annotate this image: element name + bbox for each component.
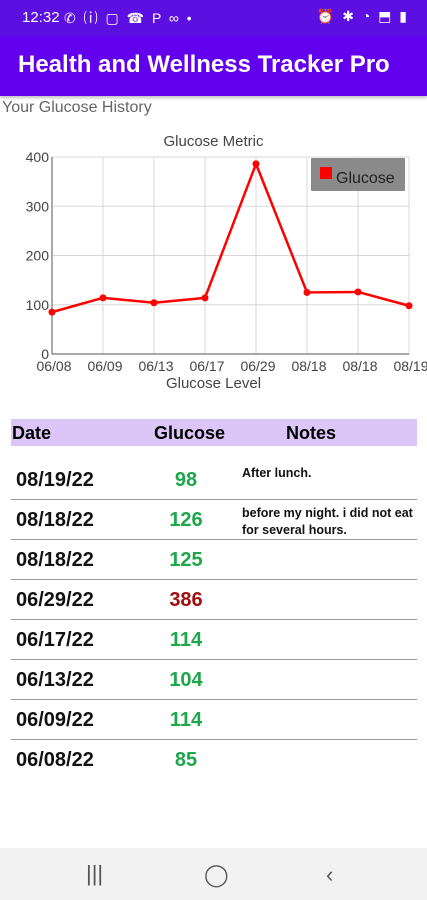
row-notes: before my night. i did not eat for sever… [242, 506, 413, 537]
data-point [405, 302, 413, 310]
column-header-notes: Notes [286, 423, 337, 443]
table-row[interactable]: 08/19/22 98 After lunch. [11, 460, 417, 500]
x-tick-label: 08/19 [393, 358, 427, 374]
system-status-icons: ⏰ ✱ ◔ ⬒ ▮ [316, 8, 409, 24]
x-axis-label: Glucose Level [166, 375, 261, 392]
row-date: 06/13/22 [16, 669, 94, 691]
y-tick-label: 400 [26, 149, 50, 165]
row-glucose-value: 98 [174, 469, 198, 491]
legend-swatch [320, 167, 332, 179]
table-row[interactable]: 06/17/22 114 [11, 620, 417, 660]
row-glucose-value: 125 [169, 549, 203, 571]
y-tick-label: 0 [41, 346, 49, 362]
app-bar: Health and Wellness Tracker Pro [0, 36, 427, 96]
x-tick-label: 06/08 [36, 358, 71, 374]
row-glucose-value: 114 [169, 709, 203, 731]
row-glucose-value: 386 [169, 589, 203, 611]
x-tick-label: 06/09 [87, 358, 122, 374]
x-tick-label: 06/17 [189, 358, 224, 374]
table-row[interactable]: 06/08/22 85 [11, 740, 417, 780]
row-glucose-value: 114 [169, 629, 203, 651]
app-title: Health and Wellness Tracker Pro [18, 51, 390, 78]
status-bar: 12:32 ✆ ⒤ ▢ ☎ P ∞ • ⏰ ✱ ◔ ⬒ ▮ [0, 0, 427, 36]
data-point [252, 160, 260, 168]
table-header: Date Glucose Notes [11, 419, 417, 446]
table-row[interactable]: 06/29/22 386 [11, 580, 417, 620]
row-glucose-value: 104 [169, 669, 203, 691]
page-subtitle: Your Glucose History [2, 99, 152, 116]
row-date: 06/09/22 [16, 709, 94, 731]
status-time: 12:32 [22, 9, 60, 26]
recents-icon[interactable]: ||| [86, 861, 104, 886]
data-point [303, 288, 311, 296]
legend-box [311, 158, 405, 191]
column-header-glucose: Glucose [154, 423, 226, 443]
row-glucose-value: 126 [169, 509, 203, 531]
data-point [201, 294, 209, 302]
data-point [150, 299, 158, 307]
row-notes: After lunch. [242, 466, 312, 480]
notification-icons: ✆ ⒤ ▢ ☎ P ∞ • [64, 10, 194, 26]
series-line-glucose [51, 162, 410, 314]
row-date: 08/18/22 [16, 549, 94, 571]
home-icon[interactable]: ◯ [204, 862, 229, 887]
x-tick-label: 08/18 [291, 358, 326, 374]
data-point [48, 308, 56, 316]
table-row[interactable]: 06/13/22 104 [11, 660, 417, 700]
data-point [99, 294, 107, 302]
row-glucose-value: 85 [174, 749, 198, 771]
row-date: 06/29/22 [16, 589, 94, 611]
table-row[interactable]: 08/18/22 125 [11, 540, 417, 580]
row-date: 06/08/22 [16, 749, 94, 771]
y-tick-label: 200 [26, 248, 50, 264]
table-row[interactable]: 08/18/22 126 before my night. i did not ea… [11, 500, 417, 540]
y-tick-label: 300 [26, 198, 50, 214]
row-date: 08/18/22 [16, 509, 94, 531]
data-point [354, 288, 362, 296]
row-date: 06/17/22 [16, 629, 94, 651]
table-row[interactable]: 06/09/22 114 [11, 700, 417, 740]
row-date: 08/19/22 [16, 469, 94, 491]
column-header-date: Date [12, 423, 52, 443]
y-tick-label: 100 [26, 297, 50, 313]
system-nav-bar: ||| ◯ ‹ [0, 848, 427, 900]
x-tick-label: 08/18 [342, 358, 377, 374]
x-tick-label: 06/13 [138, 358, 173, 374]
x-tick-label: 06/29 [240, 358, 275, 374]
legend-label: Glucose [336, 170, 395, 187]
glucose-chart: 0 100 200 300 400 06/08 06/09 06/13 06/17 06/29 08… [26, 133, 427, 392]
chart-title: Glucose Metric [163, 133, 264, 150]
back-icon[interactable]: ‹ [326, 862, 334, 887]
